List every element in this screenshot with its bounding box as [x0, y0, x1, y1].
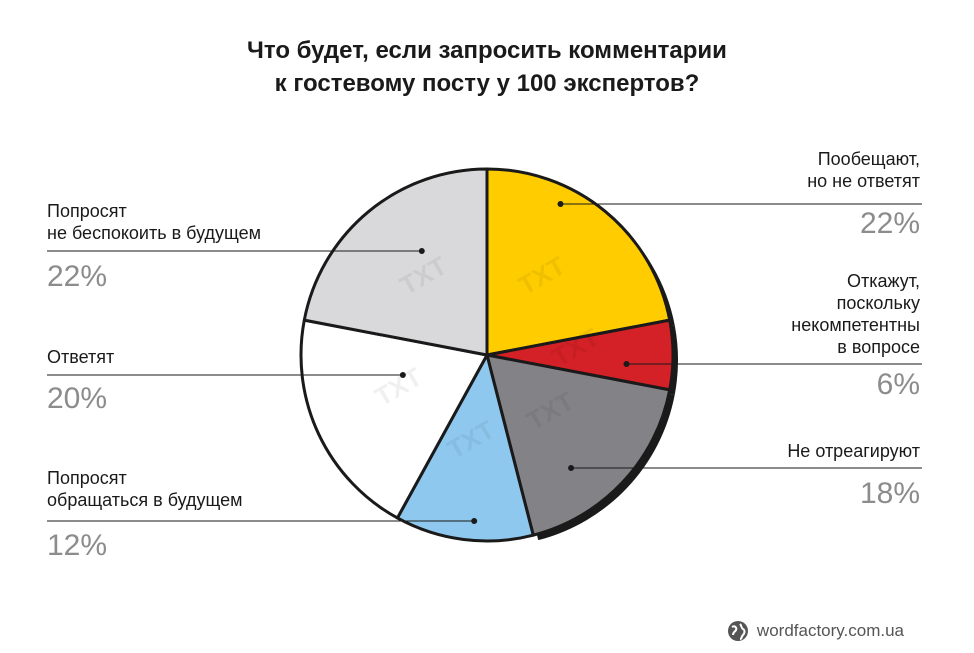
- slice-label-5: Попросят не беспокоить в будущем: [47, 200, 261, 244]
- chart-title-line-2: к гостевому посту у 100 экспертов?: [274, 70, 700, 97]
- leader-dot-4: [399, 372, 406, 378]
- footer-site: wordfactory.com.ua: [756, 621, 904, 640]
- pie-slice-5: [302, 167, 489, 357]
- slice-label-4: Ответят: [47, 346, 114, 368]
- slice-label-3: Попросят обращаться в будущем: [47, 467, 243, 511]
- leader-dot-5: [418, 248, 425, 254]
- slice-value-0: 22%: [859, 207, 920, 240]
- chart-title: Что будет, если запросить комментарии к …: [0, 34, 974, 100]
- slice-label-4-line-1: Ответят: [47, 347, 115, 367]
- slice-value-5: 22%: [47, 260, 108, 293]
- slice-value-4: 20%: [47, 382, 108, 415]
- globe-icon: [727, 621, 748, 641]
- slice-label-1: Откажут, поскольку некомпетентны в вопро…: [791, 270, 920, 358]
- slice-value-2: 18%: [859, 477, 920, 510]
- slice-label-1-line-4: в вопросе: [837, 337, 920, 357]
- slice-label-3-line-1: Попросят: [47, 468, 127, 488]
- slice-label-0-line-1: Пообещают,: [817, 149, 920, 169]
- pie-slice-4: [299, 318, 489, 520]
- leader-dot-2: [568, 465, 575, 471]
- slice-label-2: Не отреагируют: [787, 440, 920, 462]
- slice-label-0-line-2: но не ответят: [807, 171, 920, 191]
- slice-label-1-line-1: Откажут,: [846, 271, 920, 291]
- slice-value-1: 6%: [876, 368, 920, 401]
- slice-label-5-line-1: Попросят: [47, 201, 127, 221]
- pie-slice-2: [485, 353, 672, 537]
- pie-slice-0: [485, 167, 672, 357]
- leader-dot-0: [557, 201, 564, 207]
- slice-label-1-line-3: некомпетентны: [791, 315, 920, 335]
- slice-value-3: 12%: [47, 529, 108, 562]
- leader-dot-1: [623, 361, 630, 367]
- pie-slice-3: [395, 353, 535, 543]
- footer-credit: wordfactory.com.ua: [727, 620, 904, 642]
- slice-label-3-line-2: обращаться в будущем: [47, 490, 243, 510]
- chart-title-line-1: Что будет, если запросить комментарии: [247, 37, 727, 64]
- slice-label-2-line-1: Не отреагируют: [787, 441, 920, 461]
- leader-dot-3: [471, 518, 478, 524]
- slice-label-0: Пообещают, но не ответят: [807, 148, 920, 192]
- slice-label-1-line-2: поскольку: [836, 293, 920, 313]
- slice-label-5-line-2: не беспокоить в будущем: [47, 223, 261, 243]
